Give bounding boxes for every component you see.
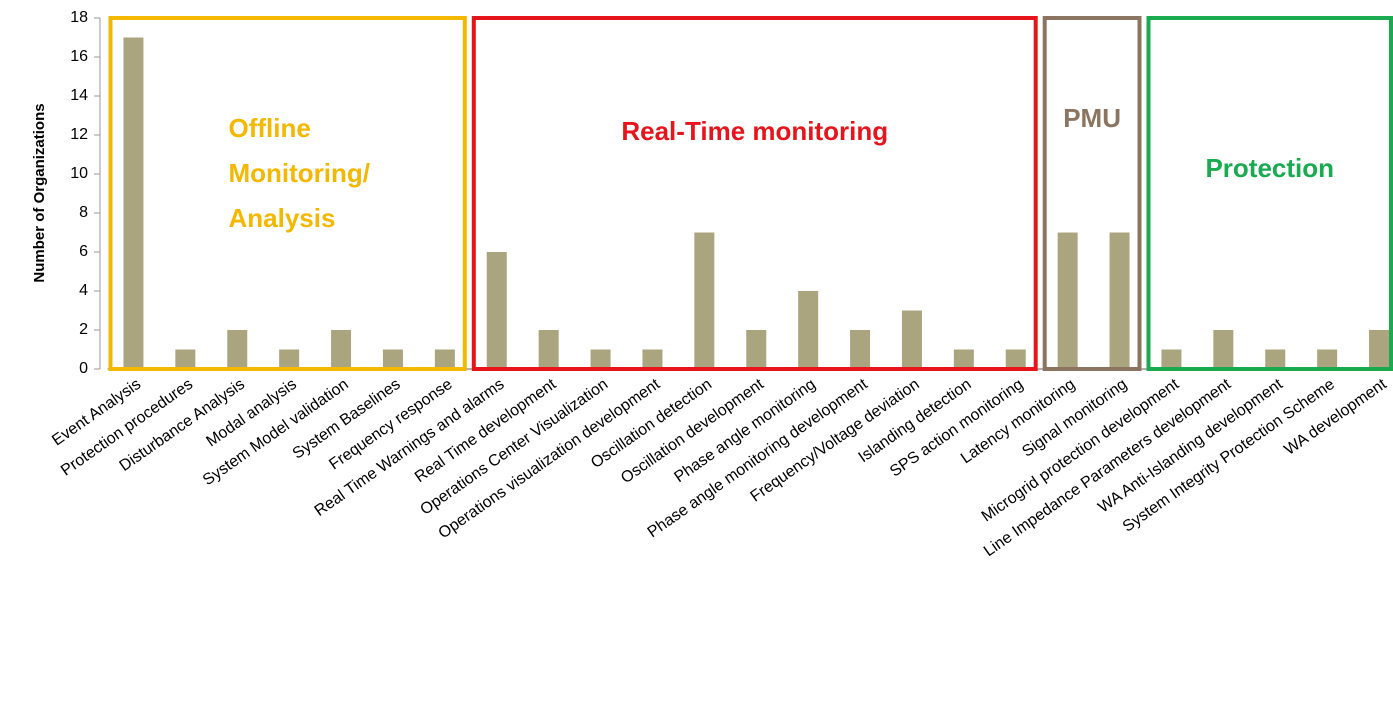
group-label: Offline	[229, 113, 311, 143]
y-tick-label: 10	[70, 165, 88, 182]
y-tick-label: 12	[70, 126, 88, 143]
bar	[331, 330, 352, 369]
bar	[798, 291, 819, 369]
bar	[123, 37, 144, 369]
bar	[434, 349, 455, 369]
bar	[901, 310, 922, 369]
bar	[1213, 330, 1234, 369]
bar	[1161, 349, 1182, 369]
y-tick-label: 2	[79, 321, 88, 338]
bar	[1317, 349, 1338, 369]
y-tick-label: 6	[79, 243, 88, 260]
bar	[279, 349, 300, 369]
y-axis-label: Number of Organizations	[31, 103, 48, 282]
group-box	[471, 16, 1038, 371]
group-label: Real-Time monitoring	[621, 116, 888, 146]
bar	[382, 349, 403, 369]
bar	[694, 232, 715, 369]
group-label: Analysis	[229, 203, 336, 233]
group-box	[1146, 16, 1393, 371]
group-label: PMU	[1063, 103, 1121, 133]
bar	[850, 330, 871, 369]
group-label: Protection	[1205, 153, 1334, 183]
bar	[486, 252, 507, 369]
bar	[642, 349, 663, 369]
bar	[227, 330, 248, 369]
y-tick-label: 18	[70, 9, 88, 26]
y-tick-label: 4	[79, 282, 88, 299]
bar	[1369, 330, 1390, 369]
group-label: Monitoring/	[229, 158, 371, 188]
y-tick-label: 0	[79, 360, 88, 377]
y-tick-label: 16	[70, 48, 88, 65]
y-tick-label: 14	[70, 87, 88, 104]
group-box	[108, 16, 467, 371]
bar	[538, 330, 559, 369]
group-box	[1042, 16, 1142, 371]
y-tick-label: 8	[79, 204, 88, 221]
bar	[1057, 232, 1078, 369]
bar	[746, 330, 767, 369]
bar	[175, 349, 196, 369]
bar	[953, 349, 974, 369]
bar	[590, 349, 611, 369]
bar	[1109, 232, 1130, 369]
bar	[1265, 349, 1286, 369]
bar	[1005, 349, 1026, 369]
